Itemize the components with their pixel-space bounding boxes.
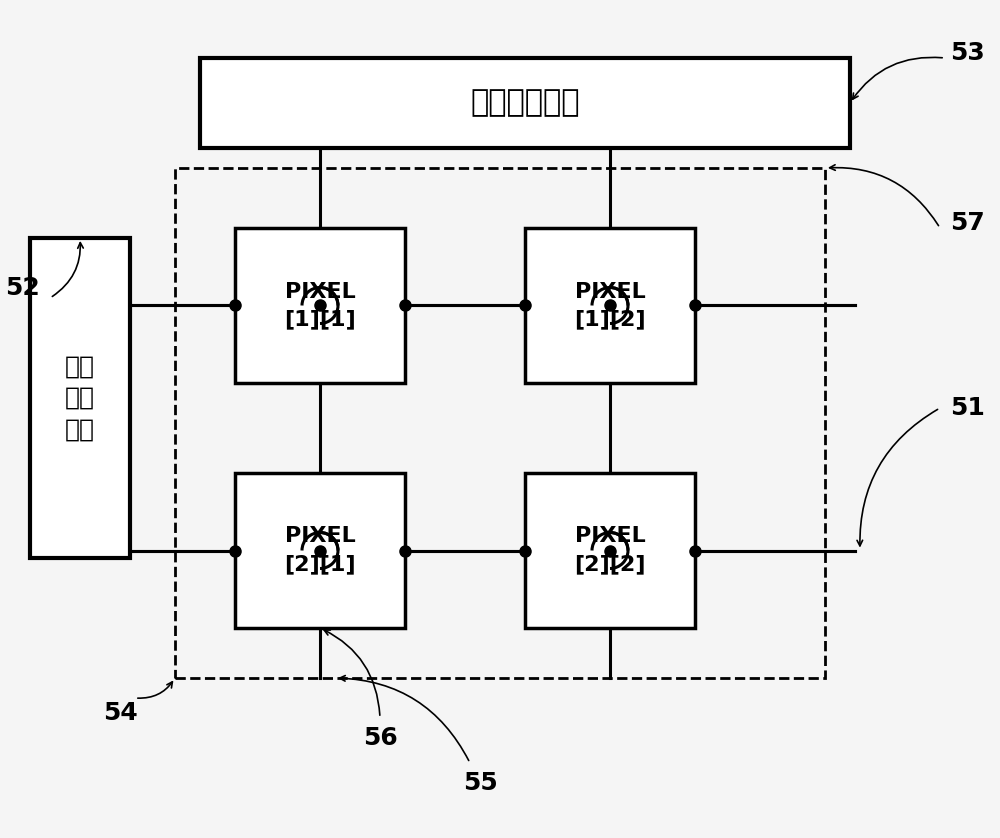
FancyBboxPatch shape <box>525 228 695 383</box>
Text: 54: 54 <box>103 701 137 725</box>
FancyBboxPatch shape <box>525 473 695 628</box>
Text: 57: 57 <box>950 211 985 235</box>
Text: 53: 53 <box>950 41 985 65</box>
FancyBboxPatch shape <box>235 228 405 383</box>
FancyBboxPatch shape <box>30 238 130 558</box>
Text: 栅极
驱动
电路: 栅极 驱动 电路 <box>65 354 95 442</box>
FancyBboxPatch shape <box>200 58 850 148</box>
FancyBboxPatch shape <box>235 473 405 628</box>
Text: 51: 51 <box>950 396 985 420</box>
Text: 数据驱动电路: 数据驱动电路 <box>470 89 580 117</box>
Text: PIXEL
[2][1]: PIXEL [2][1] <box>284 526 356 575</box>
Text: 56: 56 <box>363 726 397 750</box>
Text: PIXEL
[1][1]: PIXEL [1][1] <box>284 282 356 329</box>
Text: 52: 52 <box>5 276 40 300</box>
Text: PIXEL
[2][2]: PIXEL [2][2] <box>574 526 646 575</box>
Text: 55: 55 <box>463 771 497 795</box>
Text: PIXEL
[1][2]: PIXEL [1][2] <box>574 282 646 329</box>
